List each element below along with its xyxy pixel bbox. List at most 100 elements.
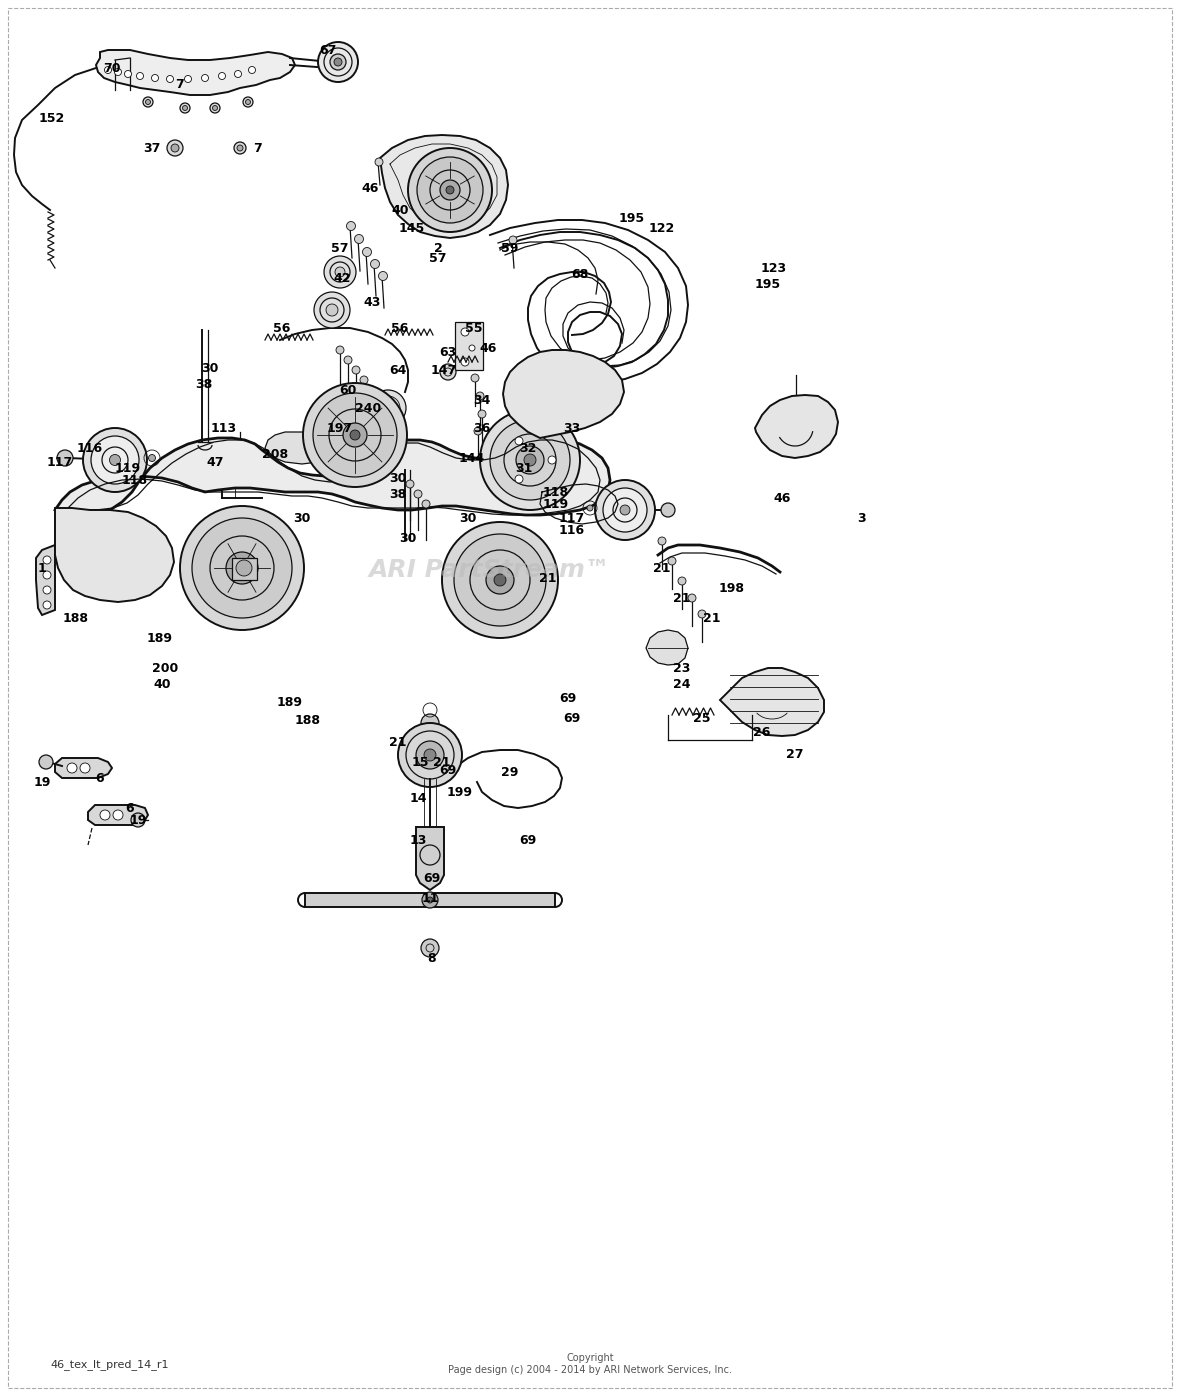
Text: 118: 118 — [122, 473, 148, 486]
Circle shape — [105, 67, 111, 74]
Circle shape — [192, 518, 291, 618]
Circle shape — [362, 247, 372, 257]
Text: 118: 118 — [543, 486, 569, 498]
Polygon shape — [37, 544, 55, 616]
Text: 70: 70 — [104, 61, 120, 74]
Polygon shape — [380, 135, 509, 237]
Text: 188: 188 — [295, 713, 321, 726]
Circle shape — [234, 142, 245, 154]
Text: 8: 8 — [427, 952, 437, 965]
Circle shape — [424, 750, 435, 761]
Text: 63: 63 — [439, 345, 457, 359]
Circle shape — [586, 505, 594, 511]
Text: 3: 3 — [858, 511, 866, 525]
Text: 208: 208 — [262, 448, 288, 462]
Text: 11: 11 — [421, 892, 439, 905]
Circle shape — [334, 59, 342, 66]
Circle shape — [548, 456, 556, 463]
Polygon shape — [503, 350, 624, 438]
Circle shape — [212, 106, 217, 110]
Circle shape — [314, 292, 350, 328]
Text: 119: 119 — [114, 462, 142, 475]
Text: 32: 32 — [519, 441, 537, 455]
Circle shape — [446, 186, 454, 194]
Text: 7: 7 — [254, 141, 262, 155]
Circle shape — [131, 812, 145, 826]
Circle shape — [417, 741, 444, 769]
Polygon shape — [304, 893, 555, 907]
Circle shape — [494, 574, 506, 586]
Text: 56: 56 — [392, 321, 408, 335]
Polygon shape — [720, 669, 824, 736]
Text: 69: 69 — [563, 712, 581, 725]
Circle shape — [661, 503, 675, 517]
Circle shape — [440, 364, 455, 380]
Text: 21: 21 — [703, 611, 721, 624]
Circle shape — [83, 429, 148, 491]
Circle shape — [678, 577, 686, 585]
Text: 198: 198 — [719, 582, 745, 595]
Circle shape — [235, 71, 242, 78]
Text: 40: 40 — [153, 678, 171, 691]
Circle shape — [360, 376, 368, 384]
Text: 119: 119 — [543, 497, 569, 511]
Circle shape — [181, 505, 304, 630]
Text: 30: 30 — [202, 362, 218, 374]
Text: 68: 68 — [571, 268, 589, 282]
Circle shape — [236, 560, 253, 577]
Text: 36: 36 — [473, 422, 491, 434]
Circle shape — [137, 73, 144, 80]
Circle shape — [243, 96, 253, 107]
Polygon shape — [55, 438, 610, 515]
Circle shape — [113, 810, 123, 819]
Circle shape — [237, 145, 243, 151]
Text: 30: 30 — [389, 472, 407, 484]
Circle shape — [417, 156, 483, 223]
Text: 55: 55 — [465, 321, 483, 335]
Text: 145: 145 — [399, 222, 425, 235]
Circle shape — [235, 561, 249, 575]
Text: 13: 13 — [409, 833, 427, 846]
Circle shape — [379, 271, 387, 281]
Text: 19: 19 — [33, 776, 51, 789]
Circle shape — [347, 222, 355, 230]
Circle shape — [218, 73, 225, 80]
Text: 195: 195 — [620, 212, 645, 225]
Circle shape — [330, 54, 346, 70]
Text: 113: 113 — [211, 422, 237, 434]
Text: 21: 21 — [433, 755, 451, 769]
Circle shape — [210, 103, 219, 113]
Circle shape — [42, 571, 51, 579]
Text: 47: 47 — [206, 455, 224, 469]
Circle shape — [317, 42, 358, 82]
Circle shape — [245, 99, 250, 105]
Circle shape — [91, 436, 139, 484]
Circle shape — [183, 106, 188, 110]
Text: 21: 21 — [654, 561, 670, 575]
Circle shape — [461, 328, 468, 336]
Text: 147: 147 — [431, 363, 457, 377]
Circle shape — [42, 602, 51, 609]
Text: 69: 69 — [519, 833, 537, 846]
Text: 67: 67 — [320, 43, 336, 56]
Text: 189: 189 — [148, 631, 173, 645]
Circle shape — [303, 383, 407, 487]
Text: 29: 29 — [502, 765, 519, 779]
Circle shape — [375, 158, 384, 166]
Text: 37: 37 — [143, 141, 160, 155]
Circle shape — [151, 74, 158, 81]
Circle shape — [699, 610, 706, 618]
Circle shape — [514, 437, 523, 445]
Text: 57: 57 — [332, 242, 349, 254]
Circle shape — [345, 356, 352, 364]
Circle shape — [368, 387, 376, 394]
Bar — [232, 558, 257, 579]
Circle shape — [406, 480, 414, 489]
Polygon shape — [266, 431, 332, 463]
Text: 21: 21 — [539, 571, 557, 585]
Text: 42: 42 — [333, 271, 350, 285]
Text: ARI PartStream™: ARI PartStream™ — [369, 558, 611, 582]
Circle shape — [658, 537, 666, 544]
Text: 27: 27 — [786, 748, 804, 761]
Text: 117: 117 — [559, 511, 585, 525]
